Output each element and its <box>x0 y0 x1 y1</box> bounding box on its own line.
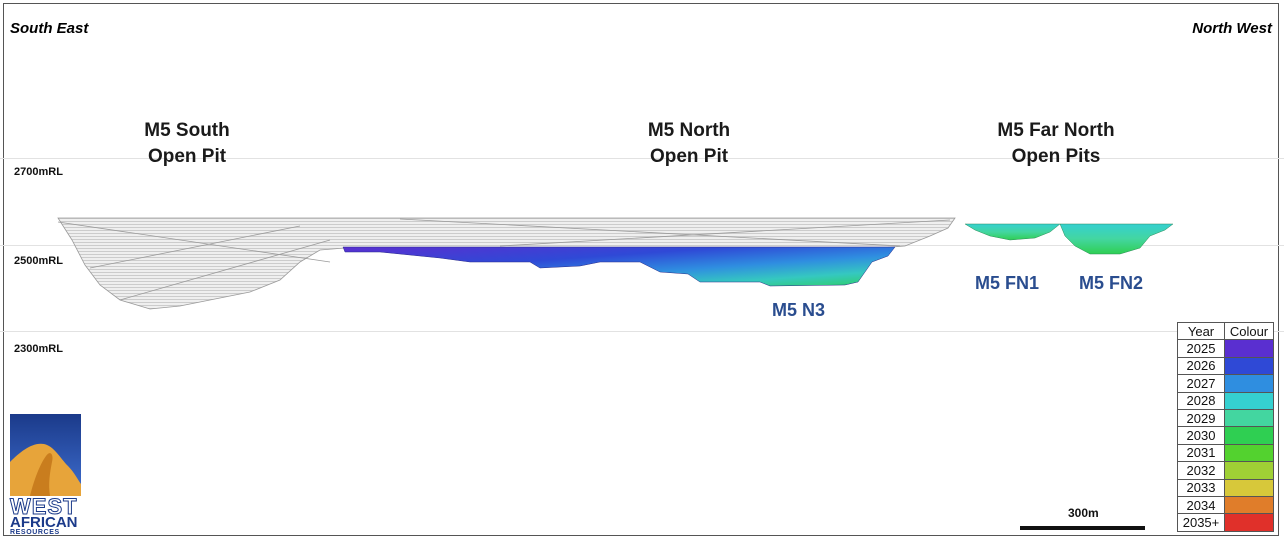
pit-label-line: M5 North <box>647 120 731 141</box>
ramp-line <box>89 225 301 269</box>
legend-year: 2035+ <box>1177 513 1225 532</box>
legend-row: 2025 <box>1177 339 1274 358</box>
logo-text-african: AFRICAN <box>10 514 78 531</box>
logo-text-resources: RESOURCES <box>10 529 60 536</box>
pit-label-line: M5 Far North <box>997 120 1115 141</box>
zone-label-fn1: M5 FN1 <box>975 273 1040 293</box>
legend-row: 2035+ <box>1177 513 1274 532</box>
m5-fn1-pit <box>964 223 1061 241</box>
pit-label-m5-south: M5 South Open Pit <box>112 118 262 170</box>
legend-year: 2028 <box>1177 391 1225 410</box>
elevation-label-2500: 2500mRL <box>14 255 63 267</box>
legend-year: 2029 <box>1177 408 1225 428</box>
legend-colour-swatch <box>1224 443 1274 463</box>
legend-row: 2029 <box>1177 408 1274 428</box>
legend-row: 2031 <box>1177 443 1274 463</box>
m5-south-pit-shell <box>57 217 956 310</box>
pit-label-m5-north: M5 North Open Pit <box>614 118 764 170</box>
pit-label-line: M5 South <box>144 120 230 141</box>
legend-row: 2026 <box>1177 356 1274 376</box>
zone-label-fn2: M5 FN2 <box>1079 273 1144 293</box>
legend-year: 2027 <box>1177 374 1225 393</box>
legend-year: 2033 <box>1177 478 1225 497</box>
legend-colour-swatch <box>1224 391 1274 410</box>
direction-label-left: South East <box>10 20 89 37</box>
legend-colour-swatch <box>1224 426 1274 445</box>
year-colour-legend: Year Colour 2025 2026 2027 2028 2029 2030 2031… <box>1177 321 1274 532</box>
m5-fn2-pit <box>1059 223 1174 255</box>
ramp-line <box>57 221 331 263</box>
legend-row: 2030 <box>1177 426 1274 445</box>
legend-colour-swatch <box>1224 356 1274 376</box>
legend-colour-swatch <box>1224 408 1274 428</box>
legend-year: 2034 <box>1177 495 1225 515</box>
legend-colour-swatch <box>1224 495 1274 515</box>
legend-colour-swatch <box>1224 374 1274 393</box>
elevation-line-2700 <box>0 158 1284 159</box>
pit-label-line: Open Pit <box>649 146 729 167</box>
legend-row: 2028 <box>1177 391 1274 410</box>
legend-colour-swatch <box>1224 478 1274 497</box>
legend-year: 2032 <box>1177 461 1225 480</box>
legend-year: 2025 <box>1177 339 1225 358</box>
direction-label-right: North West <box>1192 20 1272 37</box>
pit-label-line: Open Pits <box>1011 146 1101 167</box>
figure-frame <box>3 3 1279 536</box>
pit-label-line: Open Pit <box>147 146 227 167</box>
legend-year: 2031 <box>1177 443 1225 463</box>
legend-header-colour: Colour <box>1224 321 1274 341</box>
legend-row: 2033 <box>1177 478 1274 497</box>
legend-year: 2030 <box>1177 426 1225 445</box>
legend-colour-swatch <box>1224 339 1274 358</box>
logo-text-west: WEST <box>10 494 78 520</box>
legend-row: 2027 <box>1177 374 1274 393</box>
logo-graphic <box>10 414 81 496</box>
legend-colour-swatch <box>1224 513 1274 532</box>
legend-row: 2034 <box>1177 495 1274 515</box>
ramp-line <box>399 218 901 247</box>
ramp-line <box>119 239 331 301</box>
elevation-line-2300 <box>0 331 1284 332</box>
ramp-line <box>499 219 951 247</box>
zone-label-n3: M5 N3 <box>772 300 826 320</box>
west-african-resources-logo: WEST AFRICAN RESOURCES <box>10 414 81 536</box>
legend-header-year: Year <box>1177 321 1225 341</box>
m5-n3-pit <box>342 246 896 287</box>
elevation-label-2700: 2700mRL <box>14 166 63 178</box>
elevation-label-2300: 2300mRL <box>14 343 63 355</box>
scale-label: 300m <box>1068 506 1099 520</box>
legend-year: 2026 <box>1177 356 1225 376</box>
scale-bar <box>1020 526 1145 530</box>
legend-row: 2032 <box>1177 461 1274 480</box>
legend-colour-swatch <box>1224 461 1274 480</box>
pit-label-m5-far-north: M5 Far North Open Pits <box>966 118 1146 170</box>
